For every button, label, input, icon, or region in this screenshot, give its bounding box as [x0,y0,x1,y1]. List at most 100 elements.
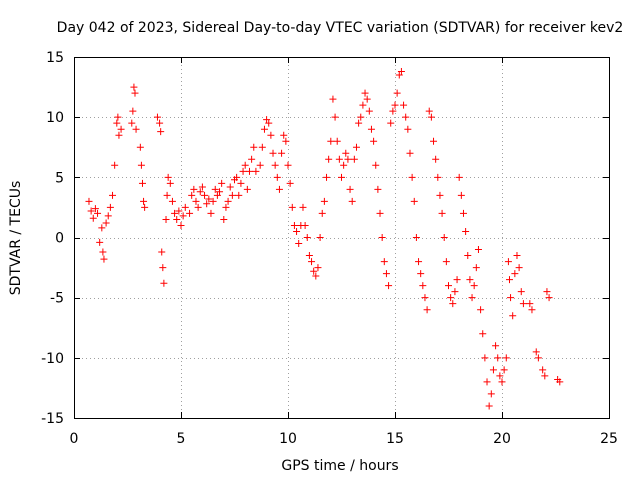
data-point [205,195,213,203]
data-point [166,179,174,187]
data-point [355,119,363,127]
data-point [177,221,185,229]
data-point [534,354,542,362]
data-point [427,113,435,121]
data-point [157,128,165,136]
data-point [342,149,350,157]
data-point [94,209,102,217]
data-point [451,288,459,296]
data-point [96,238,104,246]
data-point [138,179,146,187]
data-point [378,234,386,241]
grid-lines [74,57,609,418]
data-point [275,185,283,193]
data-point [541,372,549,380]
data-point [163,191,171,199]
data-point [87,207,95,215]
data-point [209,197,217,205]
data-point [402,113,410,121]
data-point [293,227,301,235]
data-point [340,161,348,169]
data-point [464,252,472,260]
data-point [188,191,196,199]
data-point [509,312,517,320]
data-point [216,188,224,196]
data-point [415,258,423,266]
data-point [327,137,335,145]
data-point [502,354,510,362]
data-point [241,161,249,169]
data-point [207,209,215,217]
data-point [477,306,485,314]
data-point [288,203,296,211]
data-point [85,197,93,205]
data-point [346,185,354,193]
data-point [194,203,202,211]
data-point [132,125,140,133]
data-point [412,234,420,241]
data-point [556,378,564,386]
data-point [198,183,206,191]
data-point [222,203,230,211]
data-point [374,185,382,193]
data-point [280,131,288,139]
data-point [186,209,194,217]
data-point [385,282,393,290]
data-point [131,89,139,97]
data-point [316,234,324,241]
data-point [318,209,326,217]
data-point [466,276,474,284]
data-point [453,276,461,284]
axis-ticks [74,57,610,419]
data-point [352,143,360,151]
data-point [425,107,433,115]
data-point [395,71,403,79]
data-point [286,179,294,187]
data-point [487,390,495,398]
data-point [504,258,512,266]
data-point [505,276,513,284]
data-point [494,354,502,362]
chart-title: Day 042 of 2023, Sidereal Day-to-day VTE… [57,20,624,36]
data-point [485,402,493,410]
data-point [130,83,138,91]
data-point [303,234,311,241]
data-point [114,113,122,121]
data-point [140,197,148,205]
data-point [263,116,271,124]
data-point [323,173,331,181]
data-point [357,113,365,121]
data-point [442,258,450,266]
data-point [376,209,384,217]
data-point [314,264,322,272]
data-point [117,125,125,133]
data-point [243,185,251,193]
data-point [468,294,476,302]
data-point [513,252,521,260]
data-point [164,173,172,181]
data-point [479,330,487,338]
data-point [226,183,234,191]
data-point [190,185,198,193]
y-tick-label: 0 [55,231,64,247]
data-point [539,366,547,374]
data-point [239,167,247,175]
data-point [290,221,298,229]
data-point [404,125,412,133]
x-tick-labels: 0 5 10 15 20 25 [70,431,618,447]
data-point [160,279,168,287]
data-point [175,207,183,215]
data-point [483,378,491,386]
y-axis-title: SDTVAR / TECUs [8,181,24,296]
data-point [470,282,478,290]
data-point [333,137,341,145]
data-point [278,149,286,157]
data-point [245,167,253,175]
data-point [335,155,343,163]
data-point [179,212,187,220]
x-tick-label: 25 [600,431,618,447]
data-point [380,258,388,266]
data-point [100,255,108,263]
data-point [111,161,119,169]
data-point [153,113,161,121]
